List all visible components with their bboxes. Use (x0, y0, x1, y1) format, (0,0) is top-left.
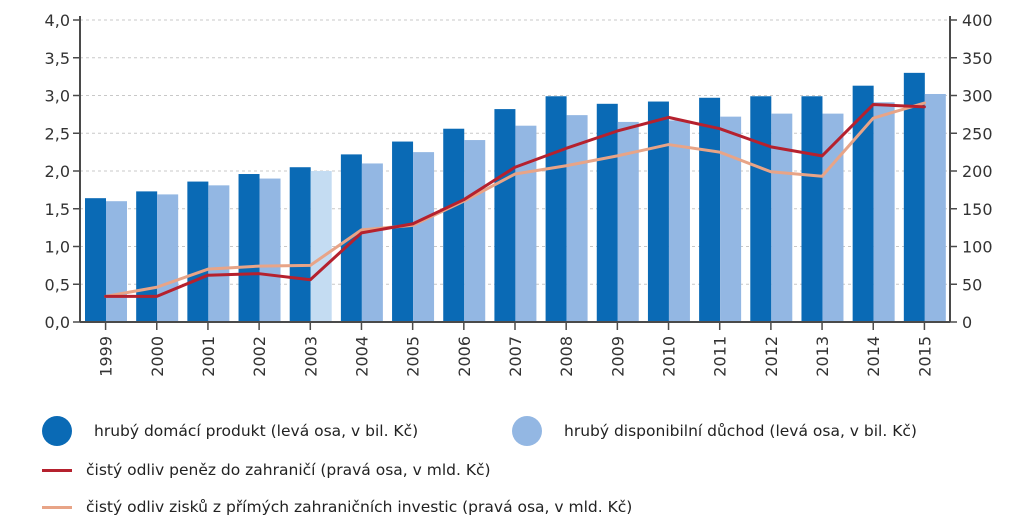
right-tick-label: 200 (962, 162, 993, 181)
x-tick-label: 2013 (813, 336, 832, 377)
left-tick-label: 2,0 (45, 162, 70, 181)
bar-income (720, 116, 742, 322)
x-tick-label: 2006 (455, 336, 474, 377)
left-tick-label: 4,0 (45, 11, 70, 30)
left-tick-label: 1,5 (45, 200, 70, 219)
left-tick-label: 2,5 (45, 124, 70, 143)
bar-income (617, 121, 639, 322)
x-tick-label: 2014 (864, 336, 883, 377)
bar-income (310, 171, 332, 322)
right-tick-label: 50 (962, 275, 982, 294)
bar-income (157, 194, 179, 322)
line-outflow (104, 103, 926, 298)
bar-income (668, 120, 690, 322)
left-tick-label: 0,5 (45, 275, 70, 294)
bar-income (361, 163, 383, 322)
bar-gdp (289, 167, 311, 322)
bar-income (873, 102, 895, 322)
bar-income (771, 113, 793, 323)
bar-gdp (903, 72, 925, 322)
bar-gdp (494, 109, 516, 322)
bar-gdp (238, 174, 260, 322)
bar-gdp (545, 96, 567, 322)
lines (104, 101, 926, 298)
right-tick-label: 400 (962, 11, 993, 30)
bar-income (464, 140, 486, 322)
bar-gdp (801, 96, 823, 322)
bar-gdp (392, 141, 414, 322)
x-tick-label: 2015 (915, 336, 934, 377)
bar-income (822, 113, 844, 323)
bar-income (515, 125, 537, 322)
bar-gdp (750, 96, 772, 322)
bar-gdp (699, 97, 721, 322)
bar-gdp (647, 101, 669, 322)
x-tick-label: 2003 (301, 336, 320, 377)
bar-income (106, 201, 127, 322)
tick-labels: 0,0 0 0,5 50 1,0 100 1,5 150 2,0 200 2,5 250 3,0 300 3… (45, 11, 993, 377)
x-tick-label: 2007 (506, 336, 525, 377)
right-tick-label: 0 (962, 313, 972, 332)
right-tick-label: 300 (962, 87, 993, 106)
line-profits (104, 101, 926, 298)
x-tick-label: 2004 (352, 336, 371, 377)
x-tick-label: 2010 (660, 336, 679, 377)
left-tick-label: 0,0 (45, 313, 70, 332)
x-tick-label: 2012 (762, 336, 781, 377)
x-tick-label: 2005 (404, 336, 423, 377)
x-tick-label: 1999 (97, 336, 116, 377)
right-tick-label: 100 (962, 238, 993, 257)
bar-income (413, 152, 435, 322)
bar-gdp (187, 181, 209, 322)
bars (85, 72, 946, 323)
right-tick-label: 150 (962, 200, 993, 219)
x-tick-label: 2001 (199, 336, 218, 377)
bar-income (566, 115, 588, 322)
left-tick-label: 3,0 (45, 87, 70, 106)
bar-income (208, 185, 230, 322)
bar-gdp (136, 191, 158, 322)
x-tick-label: 2011 (711, 336, 730, 377)
left-tick-label: 1,0 (45, 238, 70, 257)
right-tick-label: 350 (962, 49, 993, 68)
x-tick-label: 2002 (250, 336, 269, 377)
axes (73, 16, 957, 330)
bar-gdp (852, 85, 874, 322)
x-tick-label: 2008 (557, 336, 576, 377)
bar-gdp (443, 128, 465, 322)
left-tick-label: 3,5 (45, 49, 70, 68)
bar-income (259, 178, 281, 322)
x-tick-label: 2000 (148, 336, 167, 377)
right-tick-label: 250 (962, 124, 993, 143)
x-tick-label: 2009 (608, 336, 627, 377)
bar-gdp (85, 198, 106, 322)
bar-income (924, 93, 946, 323)
